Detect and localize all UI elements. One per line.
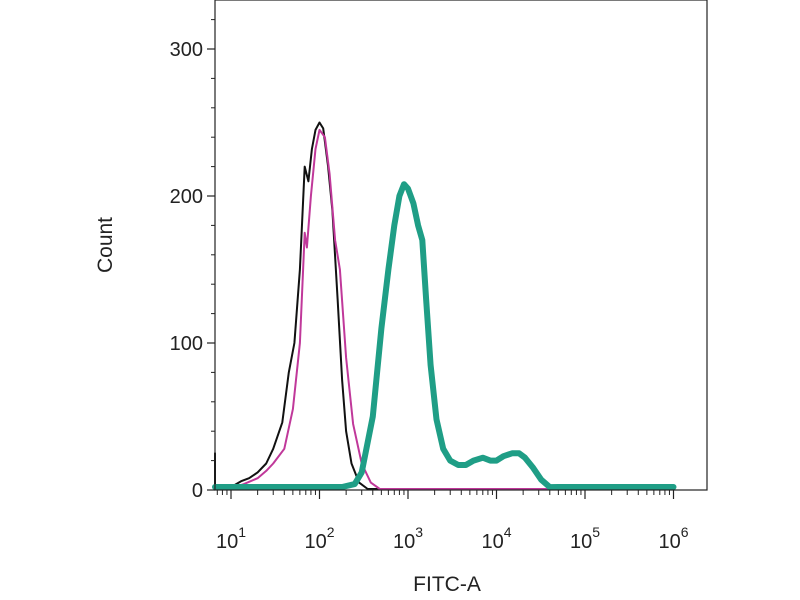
y-tick-label: 200 xyxy=(170,186,203,208)
x-tick-label: 104 xyxy=(481,524,511,553)
series-line-2 xyxy=(214,128,675,490)
y-tick-label: 300 xyxy=(170,39,203,61)
series-line-3 xyxy=(212,181,677,491)
x-axis-title: FITC-A xyxy=(413,573,481,596)
x-tick-label: 103 xyxy=(393,524,423,553)
y-tick-label: 100 xyxy=(170,333,203,355)
plot-frame xyxy=(214,0,708,491)
x-tick-label: 106 xyxy=(658,524,688,553)
series-line-1 xyxy=(214,121,675,490)
x-tick-label: 101 xyxy=(216,524,246,553)
x-tick-label: 105 xyxy=(570,524,600,553)
series-lines xyxy=(212,121,677,491)
x-tick-label: 102 xyxy=(304,524,334,553)
y-tick-label: 0 xyxy=(192,480,203,502)
y-axis-title: Count xyxy=(94,217,117,273)
axes: 0 100 200 300 101 102 103 104 105 106 xyxy=(170,19,689,553)
